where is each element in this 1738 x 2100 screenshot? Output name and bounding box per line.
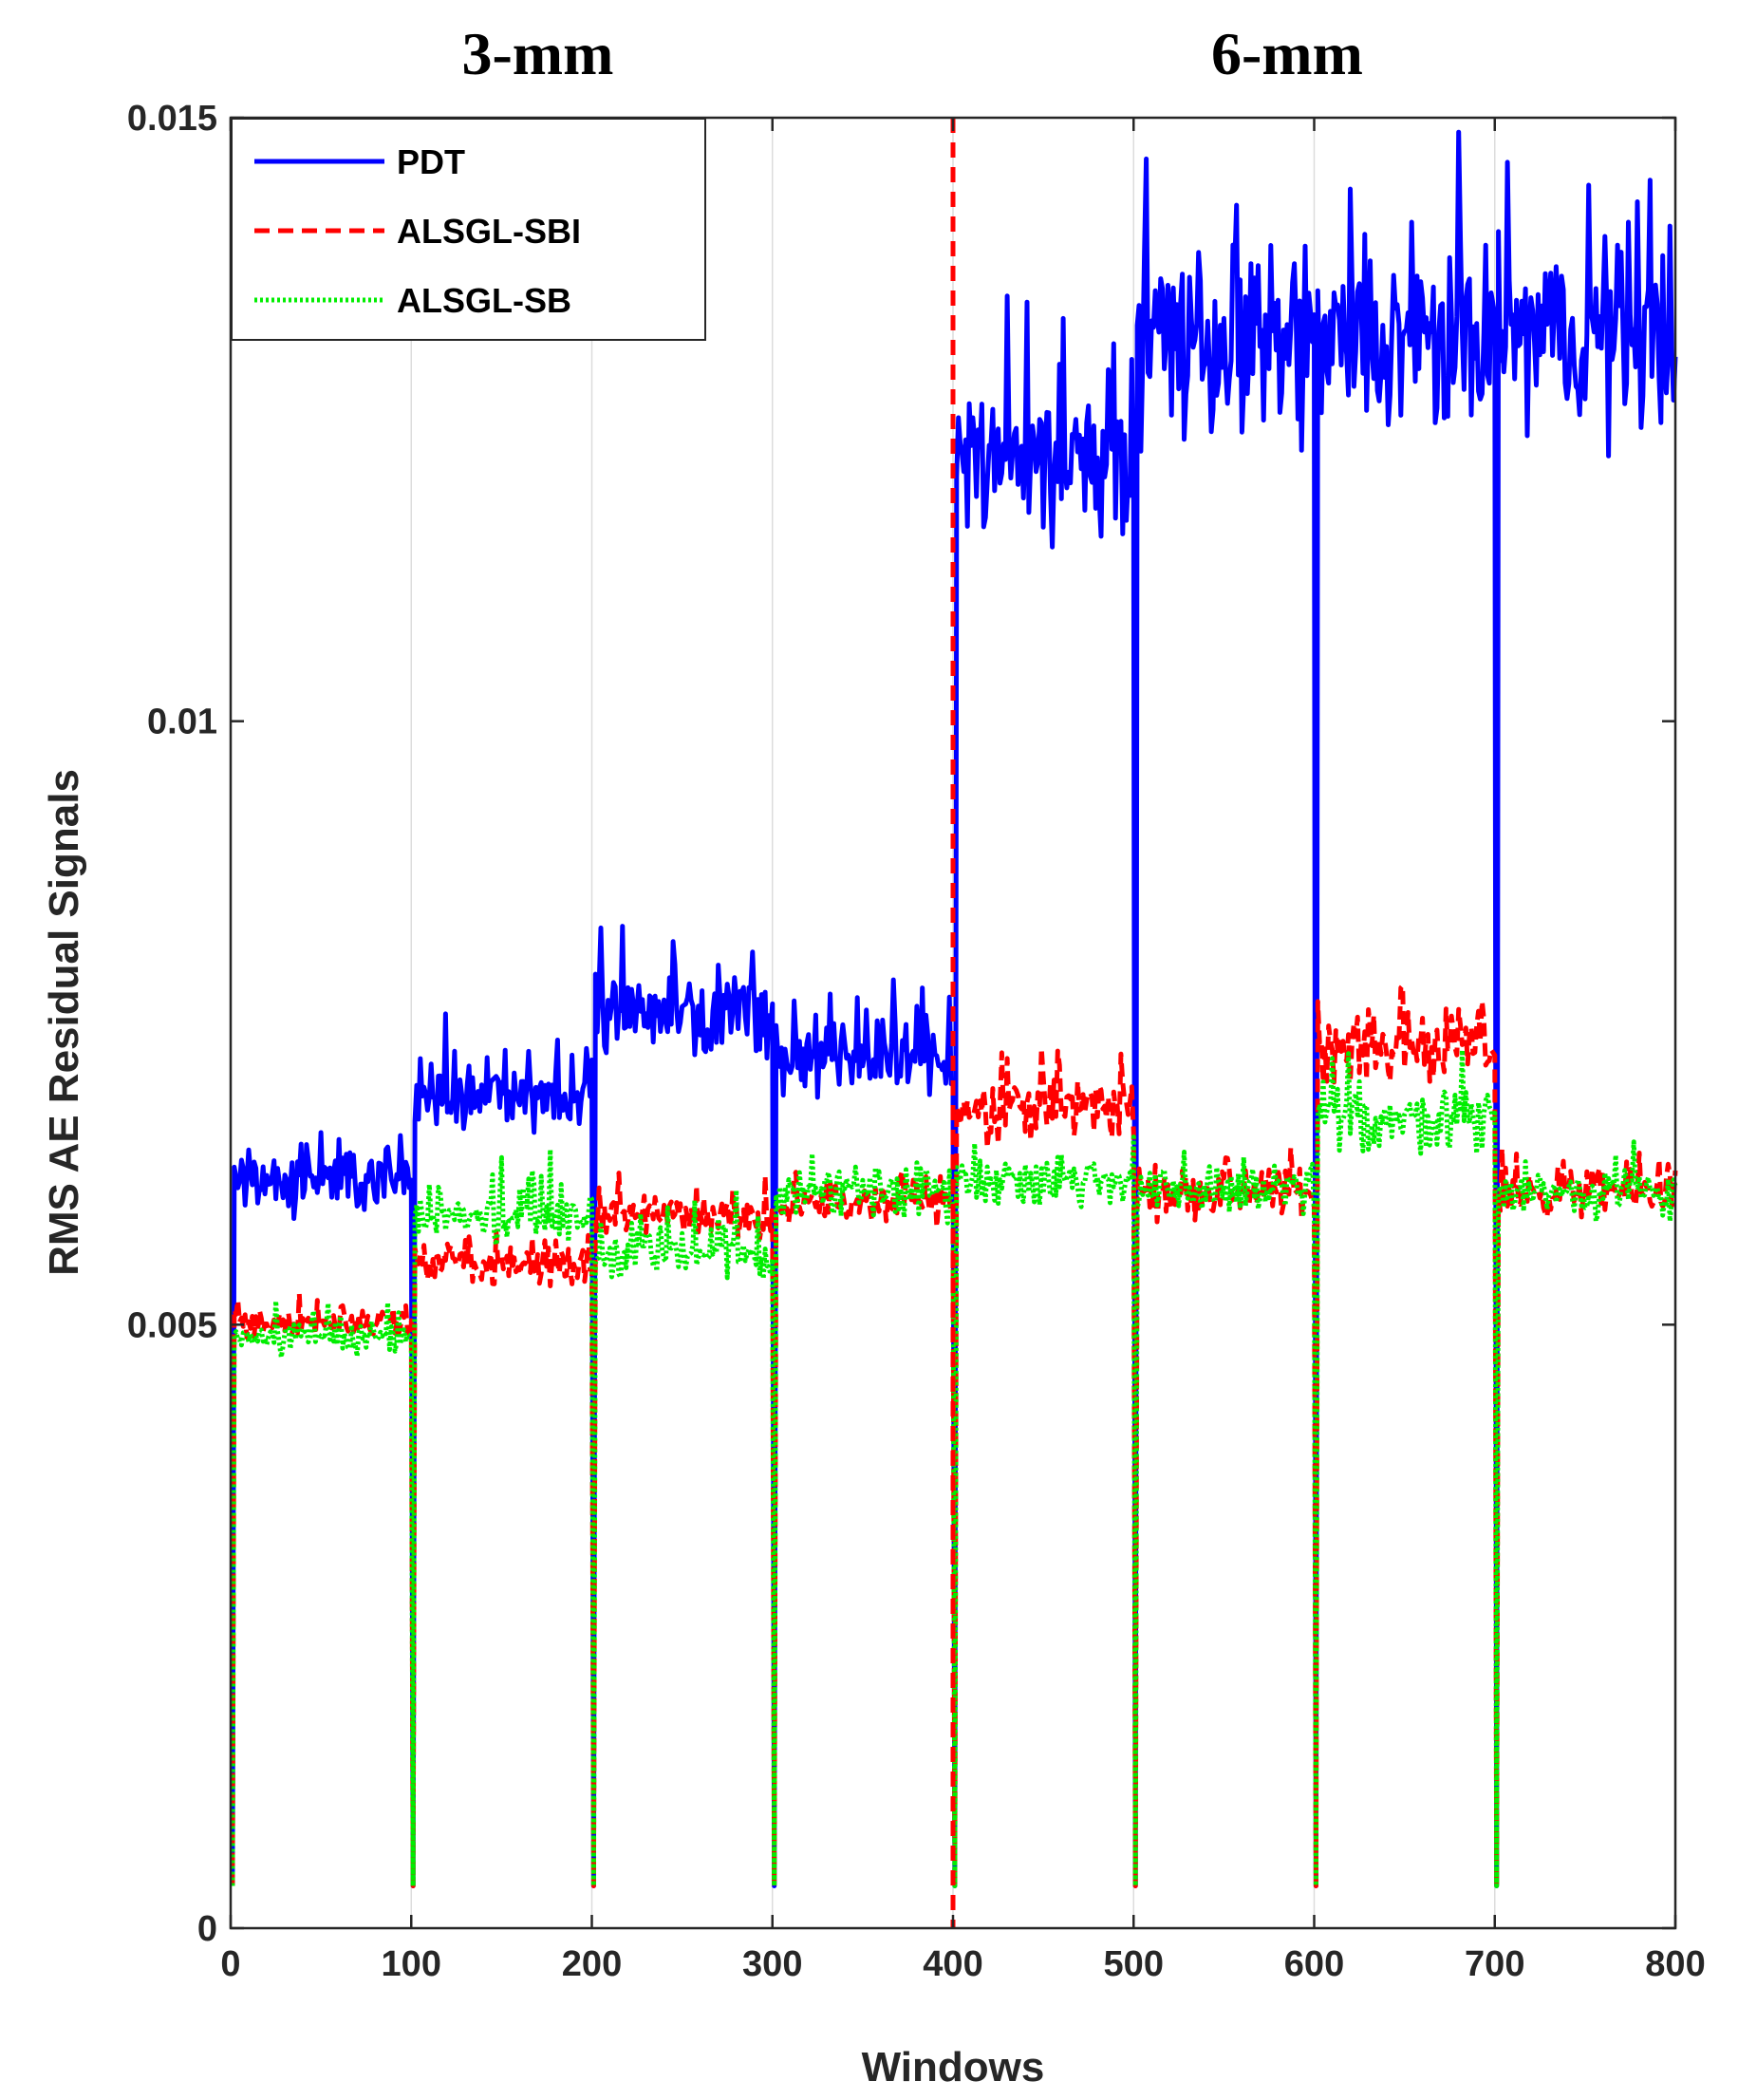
x-tick-label: 600 [1284, 1944, 1344, 1984]
axis-ticks: 0 100 200 300 400 500 600 700 800 0 0.005 0.01 0.015 [127, 99, 1706, 1984]
y-tick-label: 0.015 [127, 99, 217, 139]
x-tick-label: 800 [1645, 1944, 1705, 1984]
y-axis-label: RMS AE Residual Signals [41, 769, 87, 1276]
y-tick-label: 0 [197, 1909, 217, 1949]
x-tick-label: 100 [382, 1944, 441, 1984]
y-tick-label: 0.01 [147, 703, 217, 742]
legend-label-alsgl-sb: ALSGL-SB [397, 281, 571, 320]
legend-label-alsgl-sbi: ALSGL-SBI [397, 212, 581, 251]
x-tick-label: 400 [923, 1944, 982, 1984]
legend-label-pdt: PDT [397, 142, 465, 181]
series-line-alsgl-sb [230, 1047, 1678, 1888]
x-tick-label: 500 [1104, 1944, 1164, 1984]
x-tick-label: 0 [220, 1944, 240, 1984]
region-label-6mm: 6-mm [1211, 20, 1363, 87]
x-tick-label: 200 [562, 1944, 622, 1984]
x-tick-label: 700 [1465, 1944, 1524, 1984]
legend: PDT ALSGL-SBI ALSGL-SB [231, 118, 706, 341]
x-axis-label: Windows [862, 2044, 1045, 2091]
region-label-3mm: 3-mm [461, 20, 613, 87]
y-tick-label: 0.005 [127, 1305, 217, 1345]
x-tick-label: 300 [742, 1944, 802, 1984]
